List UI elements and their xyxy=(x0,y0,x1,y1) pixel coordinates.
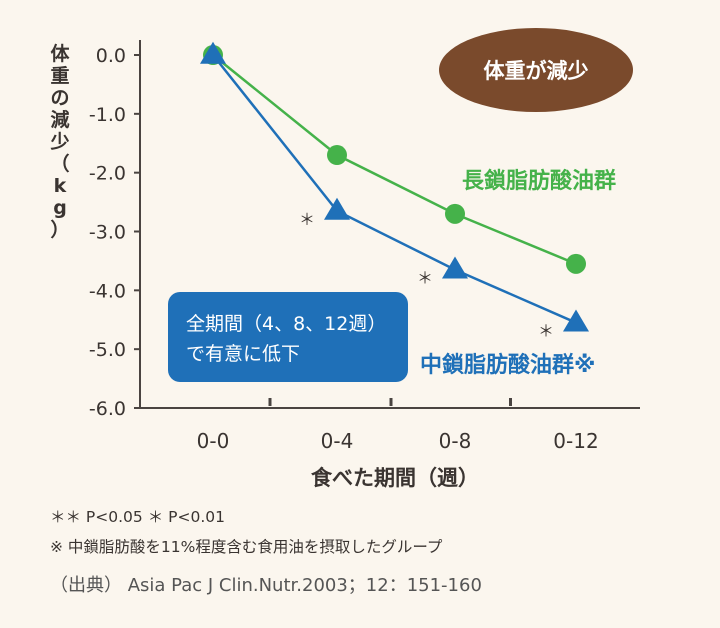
y-tick-label: -6.0 xyxy=(89,398,126,420)
y-tick-label: -5.0 xyxy=(89,339,126,361)
weight-loss-chart: 0.0 -1.0 -2.0 -3.0 -4.0 -5.0 -6.0 0-0 0-4 0-8 0-12… xyxy=(49,28,640,490)
footnote: ※ 中鎖脂肪酸を11%程度含む食用油を摂取したグループ xyxy=(50,538,443,556)
y-tick-label: -4.0 xyxy=(89,280,126,302)
series-line-1 xyxy=(212,54,577,324)
series-label-medium-chain: 中鎖脂肪酸油群※ xyxy=(420,352,595,378)
series-layer xyxy=(200,41,589,332)
significance-mark: ＊ xyxy=(417,269,433,288)
y-tick-label: 0.0 xyxy=(96,45,126,67)
point-circle xyxy=(566,253,586,274)
y-tick-label: -1.0 xyxy=(89,104,126,126)
x-tick-label: 0-12 xyxy=(553,429,598,453)
callout-text: で有意に低下 xyxy=(186,343,300,365)
source-citation: （出典） Asia Pac J Clin.Nutr.2003；12：151-16… xyxy=(50,575,482,596)
axes: 0.0 -1.0 -2.0 -3.0 -4.0 -5.0 -6.0 0-0 0-4 0-8 0-12… xyxy=(49,40,640,490)
significance-note: ＊＊ P<0.05 ＊ P<0.01 xyxy=(50,508,225,526)
point-triangle xyxy=(200,41,226,64)
callout-text: 全期間（4、8、12週） xyxy=(186,313,386,335)
point-triangle xyxy=(442,256,468,279)
series-line-0 xyxy=(212,54,577,266)
point-triangle xyxy=(324,197,350,220)
point-triangle xyxy=(563,309,589,332)
x-tick-label: 0-0 xyxy=(197,429,230,453)
x-tick-label: 0-8 xyxy=(439,429,472,453)
significance-mark: ＊ xyxy=(538,322,554,341)
callout-box xyxy=(168,292,408,382)
point-circle xyxy=(445,203,465,224)
y-tick-label: -3.0 xyxy=(89,222,126,244)
significance-mark: ＊ xyxy=(299,210,315,229)
y-axis-label: 体重の減少（ k g） xyxy=(49,42,70,241)
x-tick-label: 0-4 xyxy=(321,429,354,453)
y-tick-label: -2.0 xyxy=(89,163,126,185)
badge-text: 体重が減少 xyxy=(484,59,589,83)
x-axis-label: 食べた期間（週） xyxy=(311,466,479,490)
point-circle xyxy=(327,145,347,166)
badge-shape xyxy=(439,28,633,112)
series-label-long-chain: 長鎖脂肪酸油群 xyxy=(462,168,616,194)
